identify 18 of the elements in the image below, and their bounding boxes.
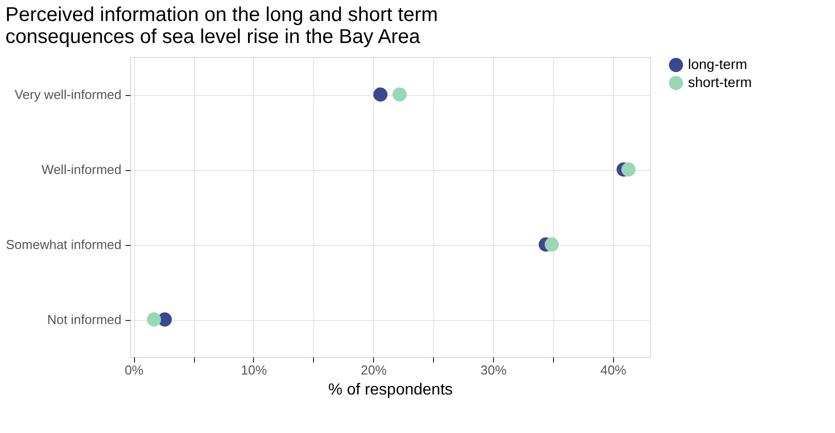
point [544,237,559,252]
point [146,312,162,327]
x-tick-label: 20% [360,362,388,378]
point [621,162,636,177]
x-tick-label: 10% [240,362,268,378]
point [373,87,388,102]
y-tick-label: Well-informed [42,162,122,177]
point [392,87,407,102]
legend-label: short-term [688,74,752,90]
x-tick-label: 0% [124,362,144,378]
legend-label: long-term [688,56,748,72]
x-tick-label: 30% [480,362,507,378]
x-tick-label: 40% [600,362,627,378]
x-axis-title: % of respondents [328,382,453,398]
y-tick-label: Very well-informed [14,87,122,102]
chart-title: Perceived information on the long and short term consequences of sea level rise in the Bay Area [5,4,438,48]
y-tick-label: Not informed [47,312,122,327]
y-tick-label: Somewhat informed [6,237,122,252]
